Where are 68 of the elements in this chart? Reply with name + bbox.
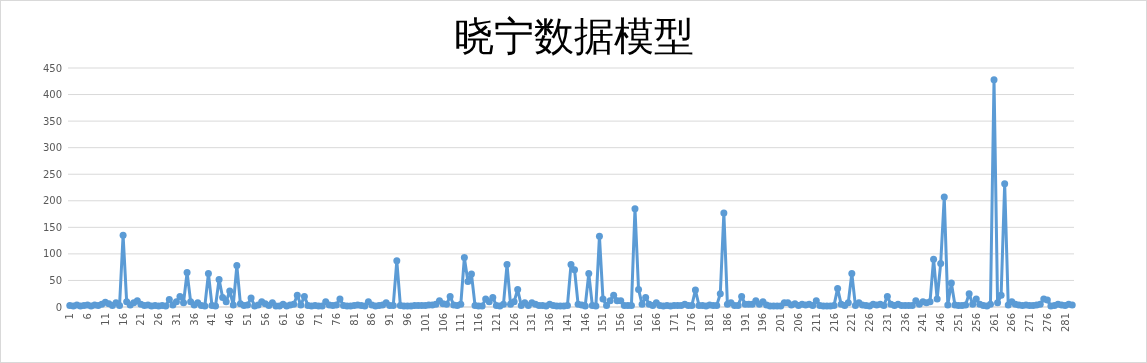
x-tick-label: 71 bbox=[313, 313, 325, 326]
x-tick-label: 171 bbox=[668, 313, 680, 333]
y-tick-label: 100 bbox=[42, 248, 62, 260]
x-tick-label: 261 bbox=[988, 313, 1000, 333]
x-tick-label: 136 bbox=[544, 313, 556, 333]
x-tick-label: 151 bbox=[597, 313, 609, 333]
x-tick-label: 241 bbox=[917, 313, 929, 333]
y-tick-label: 300 bbox=[42, 142, 62, 154]
x-tick-label: 266 bbox=[1006, 313, 1018, 333]
x-tick-label: 231 bbox=[881, 313, 893, 333]
x-tick-label: 156 bbox=[615, 313, 627, 333]
x-tick-label: 91 bbox=[384, 313, 396, 326]
x-tick-label: 106 bbox=[437, 313, 449, 333]
x-tick-label: 181 bbox=[704, 313, 716, 333]
x-tick-label: 51 bbox=[242, 313, 254, 326]
y-tick-label: 250 bbox=[42, 168, 62, 180]
x-tick-label: 61 bbox=[277, 313, 289, 326]
y-tick-label: 150 bbox=[42, 221, 62, 233]
x-tick-label: 226 bbox=[864, 313, 876, 333]
x-tick-label: 216 bbox=[828, 313, 840, 333]
y-tick-label: 350 bbox=[42, 115, 62, 127]
x-tick-label: 16 bbox=[117, 313, 129, 326]
y-tick-label: 450 bbox=[42, 62, 62, 74]
x-tick-label: 141 bbox=[561, 313, 573, 333]
x-tick-label: 191 bbox=[739, 313, 751, 333]
x-tick-label: 126 bbox=[508, 313, 520, 333]
x-tick-label: 271 bbox=[1024, 313, 1036, 333]
x-tick-label: 221 bbox=[846, 313, 858, 333]
x-tick-label: 26 bbox=[153, 313, 165, 326]
x-tick-label: 256 bbox=[970, 313, 982, 333]
x-tick-label: 31 bbox=[170, 313, 182, 326]
x-tick-label: 121 bbox=[490, 313, 502, 333]
x-tick-label: 201 bbox=[775, 313, 787, 333]
x-tick-label: 86 bbox=[366, 313, 378, 326]
x-tick-label: 161 bbox=[633, 313, 645, 333]
y-tick-label: 0 bbox=[55, 301, 62, 313]
x-tick-label: 81 bbox=[348, 313, 360, 326]
y-tick-label: 400 bbox=[42, 89, 62, 101]
x-tick-label: 6 bbox=[82, 313, 94, 320]
x-tick-label: 11 bbox=[99, 313, 111, 326]
x-tick-label: 21 bbox=[135, 313, 147, 326]
y-tick-label: 50 bbox=[49, 274, 62, 286]
x-tick-label: 96 bbox=[401, 313, 413, 326]
x-tick-label: 46 bbox=[224, 313, 236, 326]
x-tick-label: 176 bbox=[686, 313, 698, 333]
x-tick-label: 166 bbox=[650, 313, 662, 333]
x-tick-label: 56 bbox=[259, 313, 271, 326]
x-tick-label: 281 bbox=[1059, 313, 1071, 333]
x-tick-label: 131 bbox=[526, 313, 538, 333]
x-tick-label: 186 bbox=[721, 313, 733, 333]
x-tick-label: 146 bbox=[579, 313, 591, 333]
x-tick-label: 116 bbox=[473, 313, 485, 333]
x-tick-label: 206 bbox=[793, 313, 805, 333]
x-tick-label: 196 bbox=[757, 313, 769, 333]
x-tick-label: 246 bbox=[935, 313, 947, 333]
x-tick-label: 76 bbox=[330, 313, 342, 326]
x-tick-label: 41 bbox=[206, 313, 218, 326]
x-tick-label: 66 bbox=[295, 313, 307, 326]
x-tick-label: 276 bbox=[1041, 313, 1053, 333]
y-tick-label: 200 bbox=[42, 195, 62, 207]
chart-title: 晓宁数据模型 bbox=[453, 13, 694, 59]
x-tick-label: 236 bbox=[899, 313, 911, 333]
x-tick-label: 1 bbox=[64, 313, 76, 320]
x-tick-label: 111 bbox=[455, 313, 467, 333]
x-tick-label: 36 bbox=[188, 313, 200, 326]
x-tick-label: 251 bbox=[952, 313, 964, 333]
x-tick-label: 211 bbox=[810, 313, 822, 333]
x-tick-label: 101 bbox=[419, 313, 431, 333]
